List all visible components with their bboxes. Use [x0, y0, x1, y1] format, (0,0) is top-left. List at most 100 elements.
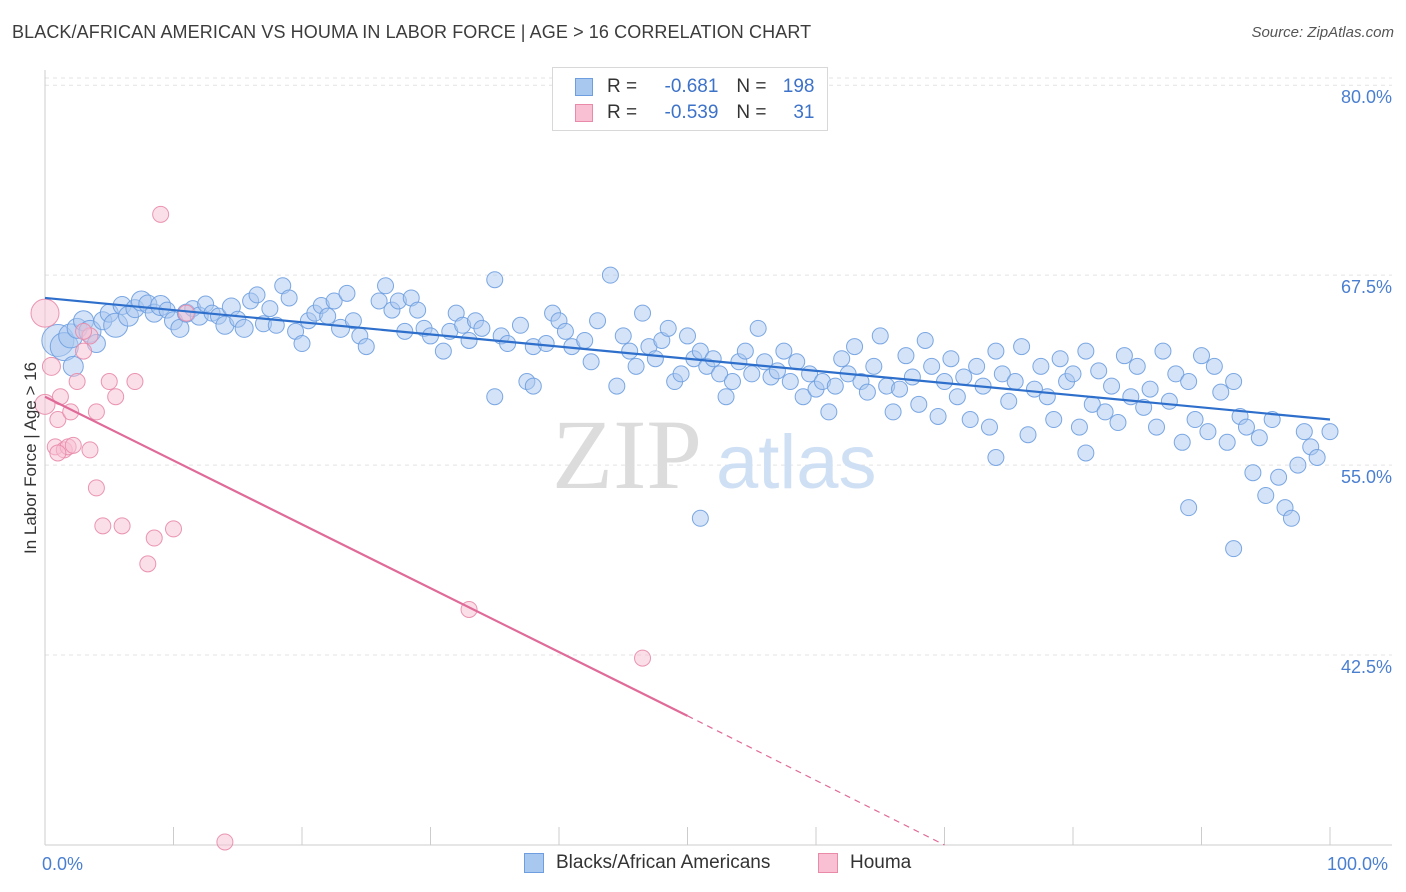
data-point	[1270, 468, 1288, 486]
watermark: ZIP atlas	[552, 399, 877, 510]
data-point	[717, 388, 735, 406]
data-point	[826, 377, 844, 395]
data-point	[916, 331, 934, 349]
series-houma	[30, 205, 652, 851]
data-point	[1193, 347, 1210, 365]
data-point	[749, 319, 767, 337]
y-axis-label: In Labor Force | Age > 16	[21, 362, 40, 554]
legend-swatch-blacks	[575, 78, 593, 96]
data-point	[338, 284, 356, 302]
data-point	[987, 449, 1005, 466]
legend-r-label: R =	[607, 102, 638, 123]
data-point	[177, 304, 195, 322]
data-point	[331, 318, 351, 338]
axes	[44, 70, 1392, 846]
data-point	[1212, 383, 1230, 401]
data-point	[987, 342, 1005, 360]
data-point	[865, 357, 883, 375]
legend-row-houma: R = -0.539 N = 31	[575, 101, 815, 125]
data-point	[1038, 388, 1056, 406]
y-tick-labels: 42.5% 55.0% 67.5% 80.0%	[1341, 87, 1392, 677]
data-point	[165, 520, 182, 538]
data-point	[743, 365, 761, 383]
data-point	[723, 373, 741, 391]
series-legend: Blacks/African Americans Houma	[0, 852, 1406, 878]
series-legend-blacks[interactable]: Blacks/African Americans	[524, 852, 770, 874]
data-point	[1237, 418, 1255, 436]
data-point	[659, 319, 677, 337]
series-legend-houma[interactable]: Houma	[818, 852, 911, 874]
data-point	[41, 356, 61, 376]
data-point	[64, 436, 82, 454]
data-point	[1077, 444, 1095, 462]
trend-line-blacks	[44, 296, 1331, 421]
legend-r-value-houma: -0.539	[664, 102, 719, 123]
data-point	[1090, 362, 1108, 380]
data-point	[704, 350, 722, 368]
data-point	[679, 327, 696, 345]
data-point	[1032, 357, 1050, 375]
data-point	[1173, 433, 1191, 451]
data-point	[1019, 426, 1037, 444]
x-tick-label-max: 100.0%	[1327, 854, 1388, 874]
data-point	[293, 335, 311, 353]
data-point	[75, 342, 93, 360]
data-point	[891, 380, 909, 398]
data-point	[948, 388, 966, 406]
data-point	[49, 411, 67, 429]
data-point	[1109, 414, 1127, 432]
data-point	[1045, 411, 1063, 429]
data-point	[1064, 365, 1082, 383]
data-point	[1225, 373, 1243, 391]
data-point	[1013, 338, 1031, 356]
chart-title: BLACK/AFRICAN AMERICAN VS HOUMA IN LABOR…	[12, 22, 812, 42]
data-point	[621, 342, 639, 360]
legend-n-value-blacks: 198	[782, 76, 815, 97]
data-point	[107, 388, 125, 406]
data-point	[75, 322, 93, 340]
trend-line-houma-extension	[687, 715, 945, 846]
correlation-legend: R = -0.681 N = 198 R = -0.539 N = 31	[552, 67, 828, 131]
data-point	[1077, 342, 1095, 360]
data-point	[1186, 411, 1204, 429]
data-point	[1282, 509, 1300, 527]
data-point	[768, 362, 786, 380]
series-legend-swatch-houma	[818, 853, 838, 873]
data-point	[601, 266, 619, 284]
data-point	[736, 342, 754, 360]
data-point	[1250, 429, 1268, 447]
series-legend-label-houma: Houma	[850, 852, 912, 873]
data-point	[646, 350, 664, 368]
data-point	[234, 318, 254, 338]
data-point	[1199, 423, 1217, 441]
data-point	[781, 373, 799, 391]
series-legend-label-blacks: Blacks/African Americans	[556, 852, 771, 873]
data-point	[955, 368, 973, 386]
data-point	[929, 407, 947, 425]
data-point	[139, 555, 157, 573]
data-point	[1128, 357, 1146, 375]
data-point	[126, 373, 144, 391]
data-point	[993, 365, 1011, 383]
data-point	[1000, 392, 1018, 410]
data-point	[1122, 388, 1140, 406]
trend-layer	[44, 296, 1331, 846]
series-blacks	[41, 266, 1339, 558]
watermark-atlas: atlas	[716, 420, 877, 505]
data-point	[711, 365, 729, 383]
data-point	[1070, 418, 1088, 436]
data-point	[319, 307, 337, 325]
data-point	[1148, 418, 1166, 436]
trend-line-houma	[44, 395, 688, 717]
data-point	[1051, 350, 1069, 368]
data-point	[582, 353, 600, 371]
data-point	[1154, 342, 1172, 360]
data-point	[846, 338, 864, 356]
y-tick-label: 80.0%	[1341, 87, 1392, 107]
data-point	[261, 300, 279, 318]
data-point	[94, 517, 112, 535]
data-point	[1160, 392, 1178, 410]
data-point	[377, 277, 395, 295]
data-point	[942, 350, 960, 368]
data-point	[87, 479, 105, 497]
